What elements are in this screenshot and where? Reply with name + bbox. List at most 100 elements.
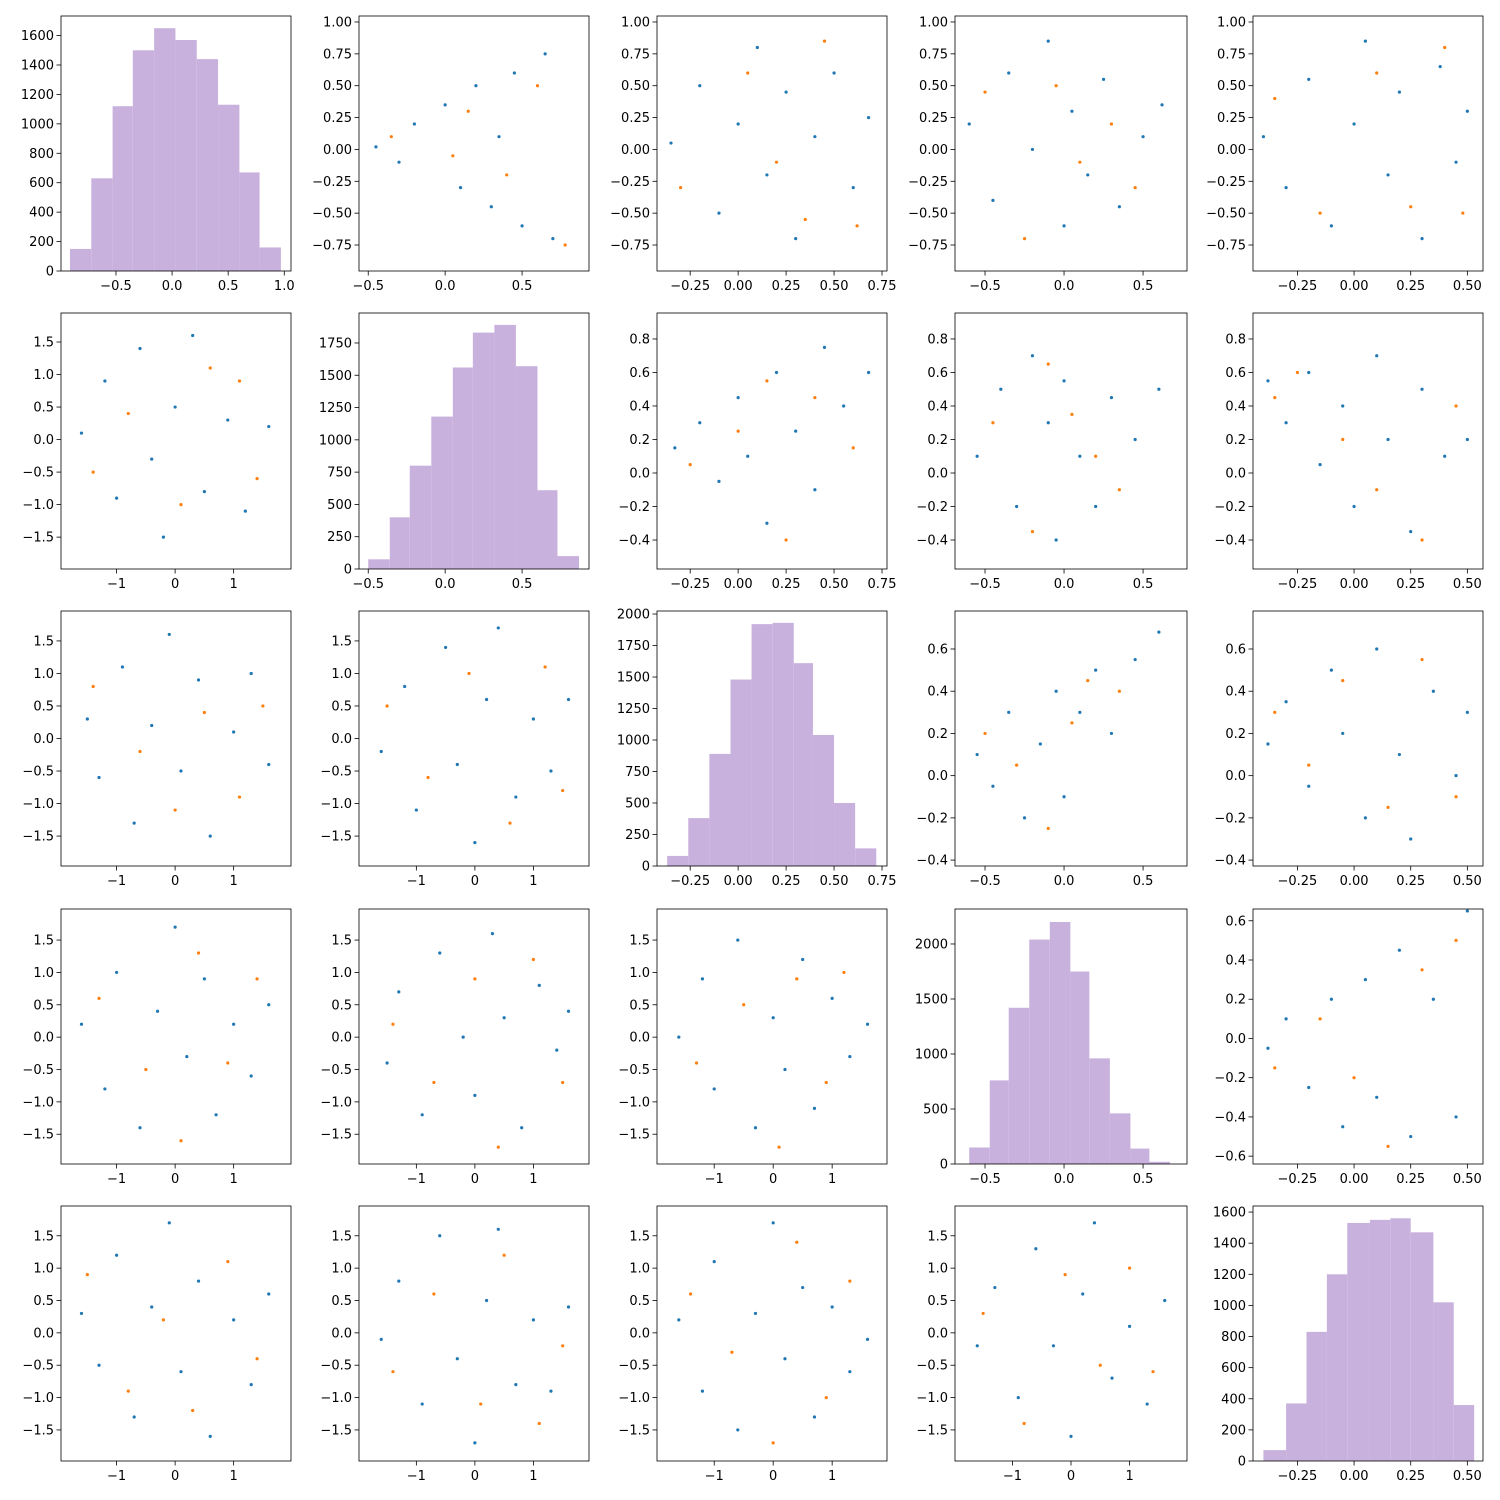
point [1420, 968, 1424, 972]
x-tick-label: 0.50 [1453, 874, 1482, 889]
point [736, 122, 740, 126]
x-tick-label: −0.25 [1277, 1469, 1317, 1484]
point [1081, 1292, 1085, 1296]
point [1133, 657, 1137, 662]
point [700, 977, 705, 981]
x-tick-label: 0.50 [820, 279, 849, 294]
y-tick-label: 0.0 [1225, 1032, 1246, 1047]
x-tick-label: 0.5 [218, 279, 239, 294]
y-tick-label: 0.5 [331, 998, 352, 1013]
axes-frame [656, 610, 888, 867]
y-tick-label: 200 [1221, 1423, 1246, 1438]
y-tick-label: −0.2 [916, 811, 948, 826]
point [249, 1383, 253, 1387]
x-tick-label: −0.5 [969, 874, 1001, 889]
axes-frame [358, 610, 590, 867]
point [496, 1227, 500, 1231]
x-tick-label: −1 [705, 1469, 724, 1484]
point [385, 1061, 389, 1065]
point [1341, 731, 1345, 736]
point [1420, 387, 1424, 391]
point [736, 1428, 740, 1432]
point [505, 173, 509, 177]
point [196, 1279, 201, 1283]
axes-frame [656, 15, 888, 272]
point [85, 1273, 89, 1277]
point [1015, 763, 1019, 767]
x-tick-label: 0.00 [1340, 577, 1369, 592]
point [173, 925, 177, 929]
y-tick-label: 0.2 [629, 433, 650, 448]
point [1465, 710, 1469, 714]
x-tick-label: −0.25 [1277, 279, 1317, 294]
axes-frame [656, 312, 888, 570]
y-tick-label: 1.5 [331, 934, 352, 949]
y-tick-label: 1000 [319, 433, 352, 448]
point [1110, 1376, 1114, 1380]
y-tick-label: 1750 [617, 639, 650, 654]
point [514, 795, 518, 799]
point [1094, 668, 1098, 672]
point [1133, 437, 1137, 442]
y-tick-label: −0.5 [320, 1063, 352, 1078]
x-tick-label: 0.0 [1054, 577, 1075, 592]
y-tick-label: 0.75 [621, 47, 650, 62]
x-tick-label: 0.5 [1133, 874, 1154, 889]
x-tick-label: −0.5 [352, 279, 384, 294]
point [138, 1126, 142, 1130]
point [438, 1234, 442, 1238]
bar [1433, 1302, 1454, 1461]
y-tick-label: 1750 [319, 336, 352, 351]
x-tick-label: 1 [1125, 1469, 1133, 1484]
x-tick-label: 0 [471, 874, 479, 889]
y-tick-label: 1250 [617, 702, 650, 717]
point [551, 237, 555, 241]
point [717, 479, 721, 483]
x-tick-label: −1 [407, 1469, 426, 1484]
axes-frame [60, 312, 292, 570]
y-tick-label: 0.6 [1225, 642, 1246, 657]
marks [385, 931, 571, 1149]
point [1409, 530, 1413, 534]
y-tick-label: −1.5 [618, 1128, 650, 1143]
point [1375, 488, 1379, 492]
point [537, 983, 541, 987]
x-tick-label: −0.5 [100, 279, 132, 294]
y-tick-label: 0.5 [33, 699, 54, 714]
point [777, 1145, 781, 1149]
point [855, 224, 859, 228]
point [1133, 186, 1137, 190]
point [563, 243, 567, 247]
point [185, 1054, 189, 1059]
point [1062, 795, 1066, 799]
bar [154, 28, 176, 271]
y-tick-label: 1.00 [621, 15, 650, 30]
y-tick-label: 0.5 [331, 699, 352, 714]
point [397, 1279, 401, 1283]
point [403, 684, 407, 689]
x-tick-label: 0.5 [1133, 1172, 1154, 1187]
point [502, 1253, 506, 1257]
point [1117, 488, 1121, 492]
y-tick-label: 500 [923, 1102, 948, 1117]
point [531, 1318, 536, 1322]
point [975, 454, 979, 458]
point [397, 990, 401, 994]
marks [975, 1221, 1167, 1439]
x-tick-label: 0.25 [1396, 577, 1425, 592]
y-tick-label: 1.0 [331, 966, 352, 981]
y-tick-label: 0 [940, 1158, 948, 1173]
y-tick-label: 0 [1238, 1455, 1246, 1470]
y-tick-label: 1.5 [629, 1229, 650, 1244]
point [1266, 1046, 1270, 1050]
point [1318, 463, 1322, 467]
y-tick-label: 750 [327, 466, 352, 481]
point [1461, 211, 1465, 215]
point [700, 1389, 705, 1393]
marks [1266, 909, 1469, 1148]
marks [79, 333, 271, 539]
x-tick-label: 0.25 [1396, 874, 1425, 889]
y-tick-label: 750 [625, 765, 650, 780]
y-tick-label: −1.5 [22, 830, 54, 845]
